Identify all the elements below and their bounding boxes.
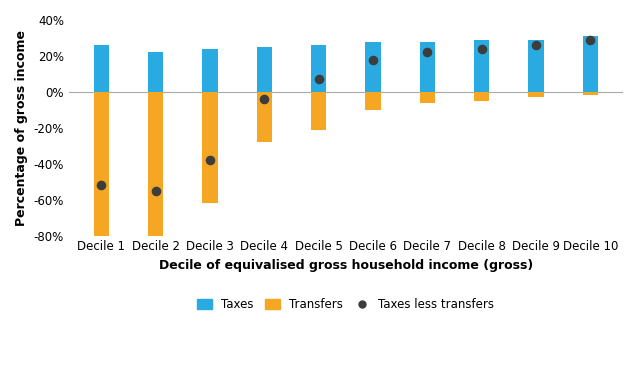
Bar (311, 92, 326, 130)
X-axis label: Decile of equivalised gross household income (gross): Decile of equivalised gross household in… (159, 259, 533, 272)
Bar (256, 92, 272, 142)
Point (205, 157, 215, 163)
Bar (202, 49, 218, 92)
Bar (474, 92, 489, 101)
Bar (366, 92, 381, 110)
Bar (148, 92, 163, 235)
Point (259, 96, 269, 102)
Bar (420, 42, 435, 92)
Bar (366, 42, 381, 92)
Bar (148, 52, 163, 92)
Bar (94, 45, 109, 92)
Point (314, 76, 324, 82)
Bar (582, 36, 598, 92)
Point (531, 42, 541, 48)
Bar (202, 92, 218, 203)
Bar (582, 92, 598, 95)
Point (368, 56, 378, 62)
Bar (528, 92, 544, 97)
Y-axis label: Percentage of gross income: Percentage of gross income (15, 30, 28, 226)
Point (477, 46, 487, 52)
Legend: Taxes, Transfers, Taxes less transfers: Taxes, Transfers, Taxes less transfers (193, 293, 499, 316)
Bar (256, 47, 272, 92)
Point (422, 49, 433, 55)
Bar (528, 40, 544, 92)
Bar (311, 45, 326, 92)
Point (585, 37, 595, 43)
Point (151, 187, 161, 194)
Bar (474, 40, 489, 92)
Bar (94, 92, 109, 235)
Bar (420, 92, 435, 102)
Point (96, 182, 107, 188)
